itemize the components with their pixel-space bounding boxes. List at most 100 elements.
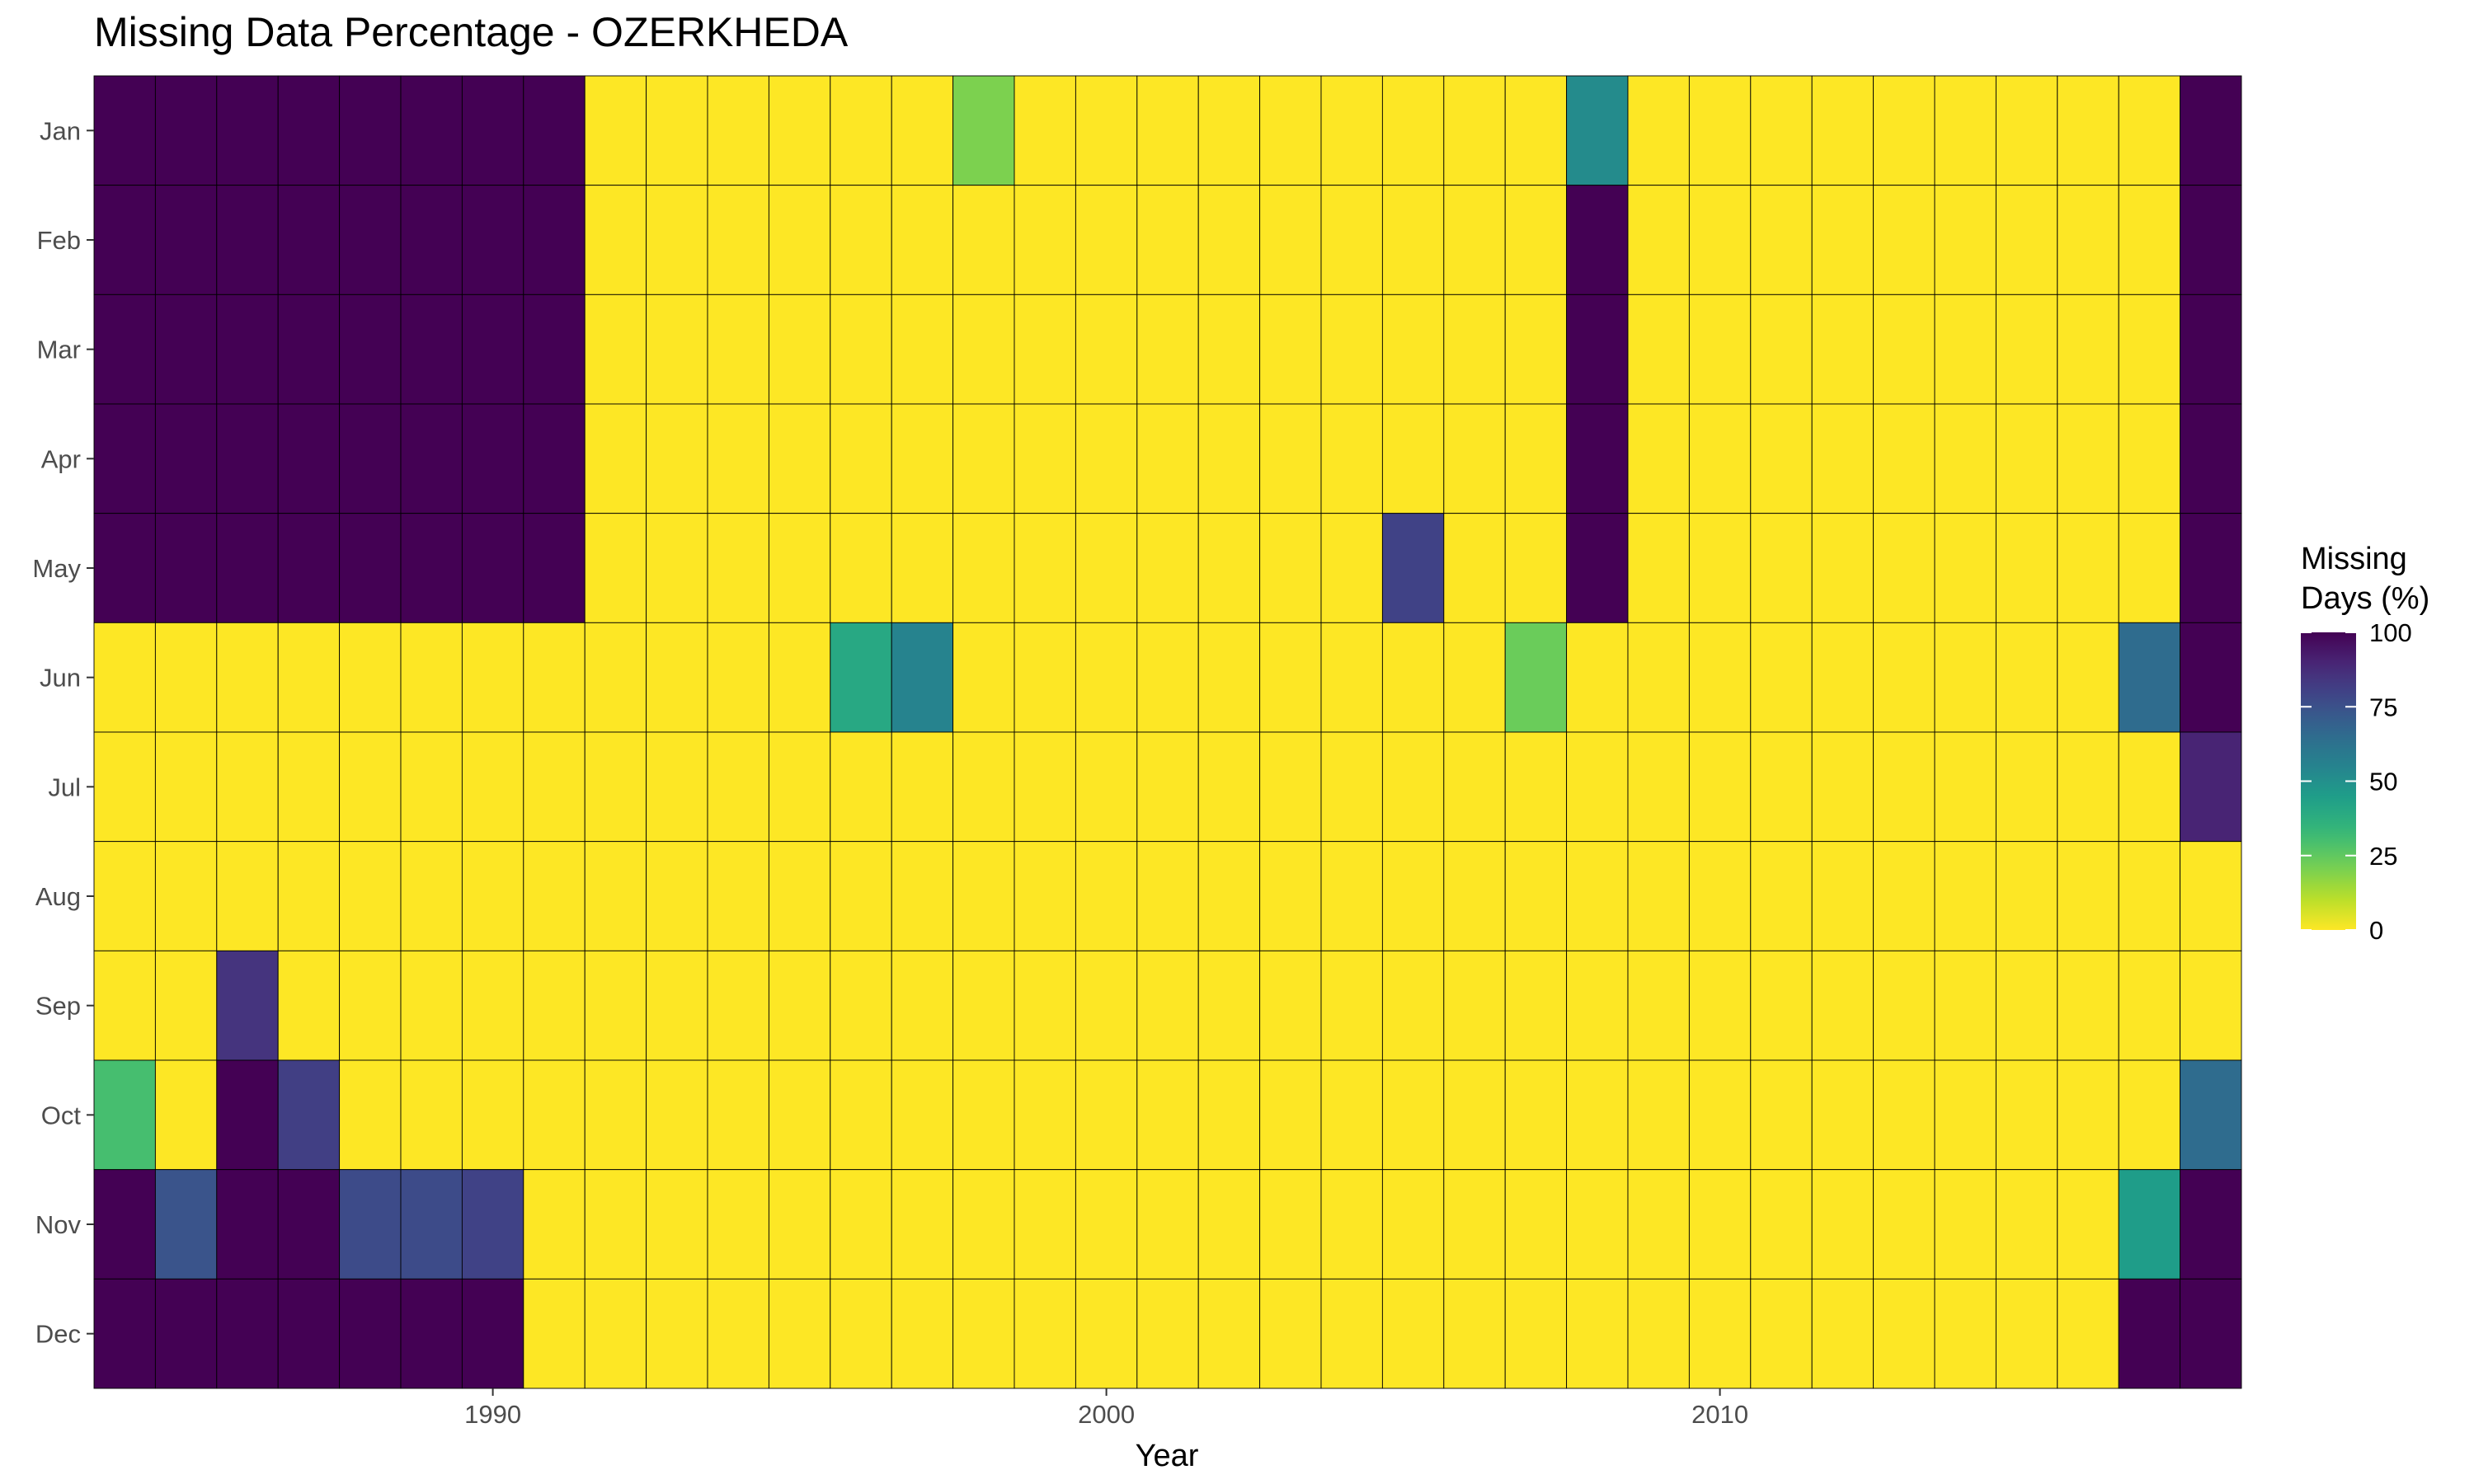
heatmap-cell	[154, 950, 218, 1061]
heatmap-cell	[1259, 622, 1322, 733]
heatmap-cell	[952, 403, 1015, 514]
heatmap-cell	[154, 1169, 218, 1280]
heatmap-cell	[1259, 403, 1322, 514]
heatmap-cell	[1197, 185, 1261, 295]
heatmap-cell	[1136, 185, 1199, 295]
heatmap-cell	[1873, 75, 1935, 186]
heatmap-cell	[1136, 950, 1199, 1061]
heatmap-cell	[768, 294, 831, 405]
heatmap-cell	[830, 622, 892, 733]
heatmap-cell	[1934, 403, 1997, 514]
heatmap-cell	[584, 294, 647, 405]
heatmap-cell	[1443, 1059, 1506, 1171]
heatmap-cell	[154, 1278, 218, 1389]
heatmap-cell	[1688, 1059, 1752, 1171]
heatmap-cell	[2118, 513, 2181, 623]
heatmap-cell	[1873, 1278, 1935, 1389]
heatmap-cell	[1381, 731, 1445, 843]
heatmap-cell	[830, 841, 892, 951]
heatmap-cell	[1197, 1059, 1261, 1171]
heatmap-cell	[523, 1169, 586, 1280]
heatmap-cell	[1566, 403, 1629, 514]
heatmap-cell	[1136, 403, 1199, 514]
heatmap-cell	[1688, 513, 1752, 623]
heatmap-cell	[1566, 294, 1629, 405]
heatmap-cell	[1014, 731, 1076, 843]
heatmap-cell	[400, 1278, 463, 1389]
heatmap-cell	[768, 75, 831, 186]
heatmap-cell	[768, 841, 831, 951]
heatmap-cell	[830, 185, 892, 295]
heatmap-cell	[1688, 1169, 1752, 1280]
heatmap-cell	[1627, 513, 1690, 623]
heatmap-cell	[1627, 841, 1690, 951]
heatmap-cell	[707, 294, 769, 405]
x-tick-label: 1990	[464, 1400, 521, 1429]
y-tick-label: Dec	[35, 1320, 81, 1349]
heatmap-cell	[1750, 622, 1813, 733]
heatmap-cell	[1934, 294, 1997, 405]
heatmap-cell	[339, 841, 402, 951]
heatmap-cell	[523, 841, 586, 951]
heatmap-cell	[1811, 1278, 1874, 1389]
heatmap-cell	[952, 185, 1015, 295]
heatmap-cell	[277, 622, 341, 733]
heatmap-cell	[1075, 1169, 1138, 1280]
heatmap-cell	[768, 1059, 831, 1171]
heatmap-cell	[1750, 185, 1813, 295]
heatmap-cells	[93, 75, 2242, 1389]
heatmap-cell	[1136, 731, 1199, 843]
heatmap-cell	[154, 841, 218, 951]
heatmap-cell	[1443, 185, 1506, 295]
heatmap-cell	[461, 185, 524, 295]
heatmap-cell	[339, 75, 402, 186]
heatmap-cell	[2180, 950, 2242, 1061]
heatmap-cell	[1811, 75, 1874, 186]
heatmap-cell	[93, 1278, 156, 1389]
heatmap-cell	[1320, 731, 1383, 843]
heatmap-cell	[1750, 1169, 1813, 1280]
heatmap-cell	[707, 1059, 769, 1171]
heatmap-cell	[1197, 513, 1261, 623]
heatmap-cell	[1075, 950, 1138, 1061]
heatmap-cell	[1504, 1059, 1568, 1171]
heatmap-cell	[1259, 513, 1322, 623]
heatmap-cell	[1443, 294, 1506, 405]
heatmap-cell	[154, 1059, 218, 1171]
heatmap-cell	[1136, 294, 1199, 405]
heatmap-cell	[1688, 731, 1752, 843]
heatmap-cell	[1627, 1169, 1690, 1280]
heatmap-cell	[154, 622, 218, 733]
heatmap-cell	[1811, 950, 1874, 1061]
legend-tick-label: 75	[2369, 693, 2397, 721]
heatmap-cell	[1075, 1278, 1138, 1389]
heatmap-cell	[2118, 731, 2181, 843]
legend-tick-label: 50	[2369, 768, 2397, 796]
legend-title-line2: Days (%)	[2301, 581, 2429, 616]
heatmap-cell	[1197, 294, 1261, 405]
heatmap-cell	[1259, 75, 1322, 186]
heatmap-cell	[1873, 294, 1935, 405]
heatmap-cell	[1688, 294, 1752, 405]
heatmap-cell	[1136, 1059, 1199, 1171]
heatmap-cell	[1627, 185, 1690, 295]
heatmap-cell	[1443, 1278, 1506, 1389]
heatmap-cell	[891, 185, 954, 295]
heatmap-cell	[93, 513, 156, 623]
heatmap-cell	[1320, 1278, 1383, 1389]
heatmap-cell	[154, 75, 218, 186]
heatmap-cell	[1873, 950, 1935, 1061]
heatmap-cell	[1014, 841, 1076, 951]
heatmap-cell	[1873, 622, 1935, 733]
heatmap-cell	[2118, 75, 2181, 186]
heatmap-cell	[891, 841, 954, 951]
heatmap-cell	[1443, 950, 1506, 1061]
y-tick-label: Jan	[40, 116, 81, 145]
heatmap-cell	[1197, 1278, 1261, 1389]
y-tick-label: Feb	[37, 226, 81, 255]
heatmap-cell	[584, 841, 647, 951]
heatmap-cell	[1995, 950, 2058, 1061]
heatmap-cell	[1381, 841, 1445, 951]
heatmap-cell	[1504, 75, 1568, 186]
heatmap-cell	[216, 950, 279, 1061]
